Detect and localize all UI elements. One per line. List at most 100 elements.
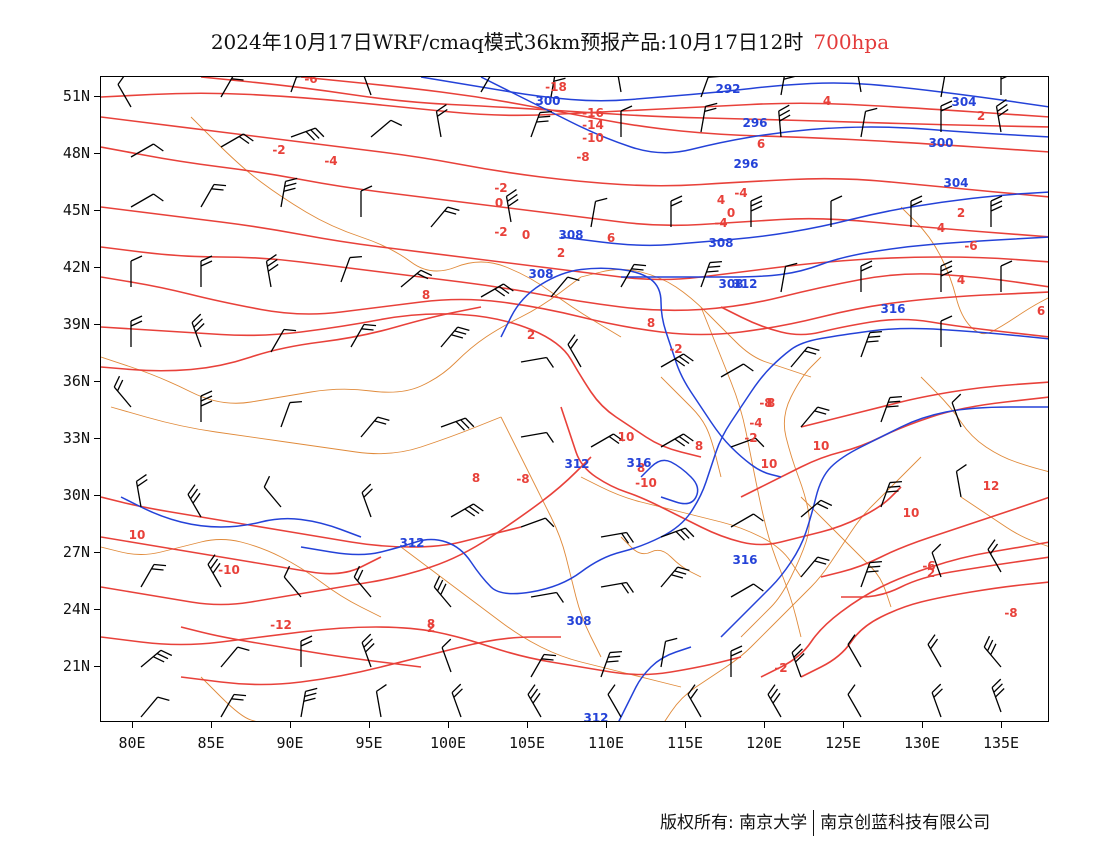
wind-barb-shaft — [480, 77, 495, 93]
wind-barb-feather — [416, 272, 429, 280]
footer-credit: 版权所有: 南京大学 南京创蓝科技有限公司 — [660, 808, 990, 836]
wind-barb-feather — [460, 419, 470, 429]
wind-barb-shaft — [117, 84, 132, 108]
wind-barb-feather — [940, 100, 953, 107]
wind-barb-feather — [536, 120, 549, 123]
wind-barb-feather — [447, 206, 460, 211]
wind-barb-shaft — [955, 471, 962, 498]
wind-barb-feather — [263, 475, 271, 488]
temperature-contour-labels: -6-18-16-14-10-8-2-4-202-20-24642240-4-4… — [129, 77, 1046, 675]
lat-label: 39N — [62, 315, 90, 333]
wind-barb-feather — [349, 255, 362, 259]
wind-barb-feather — [243, 133, 254, 142]
wind-barb-feather — [539, 110, 552, 114]
wind-barb-feather — [730, 645, 743, 652]
temperature-label: 2 — [557, 246, 565, 260]
temperature-contours — [101, 77, 1048, 686]
wind-barb-feather — [705, 102, 718, 108]
height-label: 316 — [732, 553, 757, 567]
wind-barb-feather — [455, 421, 465, 431]
wind-barb-shaft — [855, 77, 862, 93]
wind-barb-feather — [363, 488, 373, 498]
wind-barb-shaft — [860, 332, 871, 358]
wind-barb-shaft — [280, 181, 287, 208]
temperature-contour — [101, 146, 1048, 238]
wind-barb — [200, 255, 213, 287]
wind-barb — [263, 475, 282, 508]
wind-barb-feather — [209, 558, 219, 570]
wind-barb-feather — [266, 258, 278, 267]
wind-barb-feather — [680, 529, 690, 539]
height-label: 312 — [399, 536, 424, 550]
height-contour — [420, 77, 1048, 108]
wind-barb — [140, 696, 170, 718]
wind-barb — [830, 195, 843, 227]
wind-barb-feather — [130, 320, 143, 327]
wind-barb — [615, 77, 622, 93]
wind-barb-shaft — [987, 549, 1002, 573]
wind-barb-feather — [160, 649, 173, 657]
wind-barb-feather — [608, 435, 620, 445]
lat-label: 24N — [62, 600, 90, 618]
wind-barb-feather — [626, 582, 634, 593]
wind-barb-feather — [996, 99, 1007, 107]
wind-barb-feather — [678, 355, 690, 365]
wind-barb-feather — [940, 265, 953, 272]
wind-barb-feather — [633, 263, 647, 267]
boundary-line — [101, 539, 382, 618]
wind-barb-shaft — [860, 562, 871, 588]
wind-barb-feather — [360, 185, 373, 192]
temperature-label: 0 — [495, 196, 503, 210]
temperature-label: -2 — [272, 143, 285, 157]
temperature-label: -8 — [576, 150, 589, 164]
wind-barb — [778, 104, 791, 138]
wind-barb-feather — [152, 656, 165, 663]
wind-barb-shaft — [931, 552, 942, 578]
lon-label: 90E — [276, 734, 304, 752]
wind-barb-feather — [795, 653, 805, 663]
wind-barb-feather — [569, 338, 579, 350]
wind-barb-shaft — [370, 119, 392, 138]
temperature-contour — [200, 77, 1048, 128]
wind-barb-feather — [212, 562, 221, 574]
lon-label: 115E — [666, 734, 704, 752]
lon-label: 135E — [982, 734, 1020, 752]
wind-barb-feather — [453, 688, 463, 698]
wind-barb-feather — [868, 335, 881, 338]
wind-barb-feather — [266, 254, 277, 262]
wind-barb — [435, 104, 448, 138]
wind-barb-feather — [200, 390, 213, 397]
wind-barb-feather — [211, 188, 224, 191]
wind-barb — [430, 206, 460, 228]
temperature-contour — [101, 626, 742, 676]
temperature-label: 6 — [1037, 304, 1045, 318]
wind-barb-feather — [390, 119, 403, 127]
wind-barb-feather — [356, 569, 364, 582]
wind-barb-feather — [869, 560, 882, 564]
lon-label: 110E — [587, 734, 625, 752]
wind-barb — [361, 77, 372, 96]
wind-barb-shaft — [520, 356, 547, 363]
wind-barb-feather — [189, 488, 199, 500]
temperature-contour — [820, 496, 1048, 578]
wind-barb — [265, 254, 279, 288]
height-label: 316 — [626, 456, 651, 470]
wind-barb-feather — [556, 592, 564, 603]
wind-barb-feather — [436, 104, 447, 112]
wind-barb-shaft — [187, 494, 202, 518]
wind-barb-feather — [945, 77, 957, 78]
lat-tick — [94, 495, 100, 496]
wind-barb-shaft — [353, 576, 372, 598]
wind-barb-shaft — [530, 591, 557, 598]
wind-barb-feather — [237, 646, 250, 651]
lat-tick — [94, 609, 100, 610]
temperature-contour — [720, 306, 1048, 338]
temperature-label: -4 — [749, 416, 762, 430]
temperature-contour — [300, 77, 1048, 153]
height-contour — [618, 646, 692, 721]
wind-barb-feather — [436, 108, 448, 117]
wind-barb-feather — [753, 513, 764, 522]
lat-label: 21N — [62, 657, 90, 675]
wind-barb-shaft — [283, 576, 302, 598]
wind-barb-feather — [304, 692, 317, 697]
